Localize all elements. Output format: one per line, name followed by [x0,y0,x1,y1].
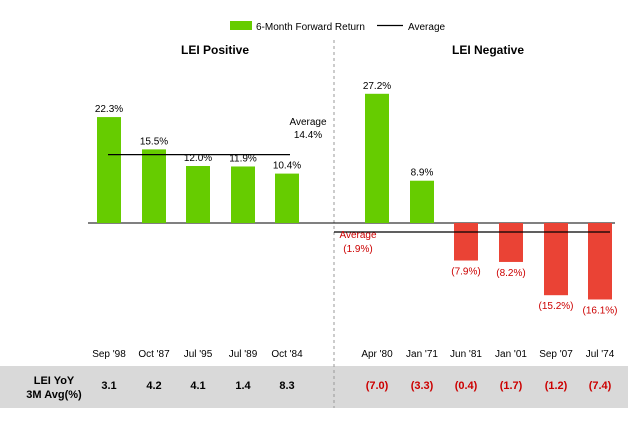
table-value-positive-0: 3.1 [101,380,116,392]
table-value-negative-1: (3.3) [411,380,434,392]
data-label-positive-4: 10.4% [273,161,301,172]
table-value-positive-1: 4.2 [146,380,161,392]
data-label-negative-0: 27.2% [363,81,391,92]
data-label-positive-3: 11.9% [229,153,257,164]
bar-positive-0 [97,117,121,223]
data-label-negative-5: (16.1%) [582,305,617,316]
table-value-negative-5: (7.4) [589,380,612,392]
bar-negative-4 [544,223,568,296]
table-row-label-line2: 3M Avg(%) [26,389,82,401]
table-value-negative-3: (1.7) [500,380,523,392]
legend-line-label: Average [408,22,446,33]
average-annotation-positive-value: 14.4% [294,130,322,141]
table-value-positive-2: 4.1 [190,380,205,392]
legend-bar-label: 6-Month Forward Return [256,22,365,33]
category-label-positive-2: Jul '95 [184,349,213,360]
category-label-positive-0: Sep '98 [92,349,126,360]
category-label-negative-5: Jul '74 [586,349,615,360]
labels-layer: 22.3% Sep '98 3.1 15.5% Oct '87 4.2 12.0% Jul '… [92,81,617,392]
average-annotation-positive-title: Average [289,117,327,128]
data-label-positive-1: 15.5% [140,136,168,147]
bar-positive-4 [275,173,299,223]
category-label-negative-0: Apr '80 [361,349,393,360]
category-label-negative-3: Jan '01 [495,349,527,360]
legend: 6-Month Forward Return Average [230,21,446,33]
category-label-negative-1: Jan '71 [406,349,438,360]
data-label-negative-1: 8.9% [411,168,434,179]
category-label-positive-4: Oct '84 [271,349,303,360]
bar-negative-3 [499,223,523,262]
data-label-negative-2: (7.9%) [451,267,480,278]
category-label-positive-3: Jul '89 [229,349,258,360]
data-label-negative-3: (8.2%) [496,268,525,279]
data-label-positive-2: 12.0% [184,153,212,164]
average-annotation-negative-value: (1.9%) [343,244,372,255]
bars-layer [97,93,612,300]
table-background [0,366,628,408]
data-label-positive-0: 22.3% [95,104,123,115]
legend-bar-swatch [230,21,252,30]
category-label-negative-4: Sep '07 [539,349,573,360]
bar-positive-3 [231,166,255,223]
table-value-positive-4: 8.3 [279,380,294,392]
table-value-positive-3: 1.4 [235,380,251,392]
category-label-negative-2: Jun '81 [450,349,482,360]
table-row-label-line1: LEI YoY [34,375,75,387]
category-label-positive-1: Oct '87 [138,349,170,360]
bar-negative-1 [410,180,434,223]
bar-negative-2 [454,223,478,261]
table-value-negative-2: (0.4) [455,380,478,392]
data-label-negative-4: (15.2%) [538,301,573,312]
bar-positive-1 [142,149,166,223]
table-value-negative-0: (7.0) [366,380,389,392]
panel-title-negative: LEI Negative [452,43,524,57]
bar-positive-2 [186,166,210,223]
average-annotation-negative-title: Average [339,230,377,241]
panel-title-positive: LEI Positive [181,43,249,57]
bar-negative-0 [365,93,389,223]
bar-negative-5 [588,223,612,300]
table-value-negative-4: (1.2) [545,380,568,392]
